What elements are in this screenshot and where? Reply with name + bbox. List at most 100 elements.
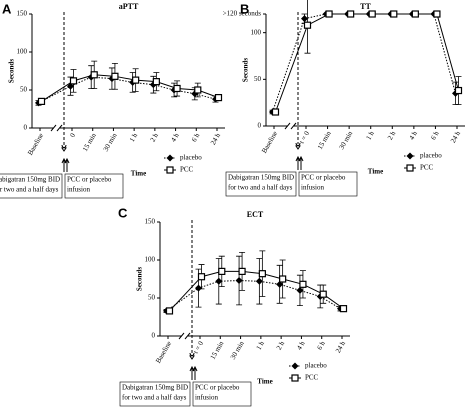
x-tick-label: 2 h bbox=[275, 339, 287, 351]
x-tick-label: 15 min bbox=[81, 131, 98, 152]
annotation: Dabigatran 150mg BID bbox=[0, 176, 60, 184]
marker bbox=[166, 154, 174, 162]
x-tick-label: 30 min bbox=[229, 339, 246, 360]
marker bbox=[406, 152, 414, 160]
x-tick-label: Baseline bbox=[154, 340, 173, 365]
arrow bbox=[189, 365, 195, 380]
y-tick-label: >120 seconds bbox=[223, 10, 262, 18]
marker bbox=[214, 93, 223, 102]
marker bbox=[258, 270, 266, 278]
legend-label: PCC bbox=[180, 166, 194, 174]
arrow bbox=[298, 155, 304, 170]
marker bbox=[194, 86, 202, 94]
annotation: infusion bbox=[67, 186, 90, 194]
axis-break bbox=[178, 332, 191, 340]
marker bbox=[339, 305, 348, 313]
annotation-box bbox=[119, 381, 191, 407]
marker bbox=[299, 280, 307, 288]
marker bbox=[69, 77, 78, 85]
marker bbox=[173, 84, 181, 93]
panel-label: B bbox=[240, 1, 249, 16]
marker bbox=[411, 10, 419, 18]
brace bbox=[295, 142, 301, 150]
y-tick-label: 0 bbox=[258, 122, 262, 130]
legend-label: placebo bbox=[420, 152, 442, 160]
legend-label: placebo bbox=[180, 154, 202, 162]
x-tick-label: 15 min bbox=[316, 129, 333, 150]
marker bbox=[255, 277, 263, 285]
marker bbox=[347, 10, 355, 18]
x-tick-label: t = 0 bbox=[298, 129, 312, 145]
annotation: PCC or placebo bbox=[301, 174, 346, 182]
series-line bbox=[38, 76, 216, 104]
annotation: for two and a half days bbox=[228, 184, 293, 192]
marker bbox=[235, 277, 243, 285]
y-tick-label: 150 bbox=[145, 218, 156, 226]
x-tick-label: 4 h bbox=[295, 339, 307, 351]
chart-title: TT bbox=[360, 2, 371, 11]
brace bbox=[189, 352, 195, 360]
marker bbox=[433, 10, 441, 18]
y-tick-label: 0 bbox=[24, 124, 28, 132]
annotation: for two and a half days bbox=[0, 186, 59, 194]
legend-label: PCC bbox=[420, 164, 434, 172]
annotation-box bbox=[192, 381, 252, 407]
marker bbox=[271, 108, 280, 116]
chart-title: aPTT bbox=[119, 2, 139, 11]
arrow bbox=[64, 157, 70, 172]
panel-label: C bbox=[118, 205, 128, 220]
x-tick-label: 6 h bbox=[190, 131, 202, 143]
arrow bbox=[192, 365, 198, 380]
annotation: PCC or placebo bbox=[67, 176, 112, 184]
marker bbox=[37, 97, 46, 106]
x-tick-label: 6 h bbox=[316, 339, 328, 351]
annotation-box bbox=[298, 171, 358, 197]
x-tick-label: 30 min bbox=[338, 129, 355, 150]
x-tick-label: 30 min bbox=[102, 131, 119, 152]
x-tick-label: 2 h bbox=[149, 131, 161, 143]
annotation-box bbox=[0, 173, 63, 199]
x-tick-label: 15 min bbox=[209, 339, 226, 360]
marker bbox=[111, 72, 119, 80]
marker bbox=[197, 273, 206, 281]
x-tick-label: 6 h bbox=[429, 129, 441, 141]
series-line bbox=[169, 270, 344, 312]
x-tick-label: 0 bbox=[68, 131, 77, 138]
annotation: infusion bbox=[301, 184, 324, 192]
annotation: infusion bbox=[195, 394, 218, 402]
marker bbox=[238, 267, 246, 275]
x-axis-label: Time bbox=[368, 168, 383, 176]
axis-break bbox=[284, 122, 297, 130]
marker bbox=[406, 164, 414, 172]
marker bbox=[368, 10, 376, 18]
x-tick-label: 2 h bbox=[386, 129, 398, 141]
x-tick-label: t = 0 bbox=[192, 339, 206, 355]
y-tick-label: 50 bbox=[20, 86, 28, 94]
x-tick-label: 24 h bbox=[209, 131, 222, 146]
x-tick-label: Baseline bbox=[260, 130, 279, 155]
annotation: Dabigatran 150mg BID bbox=[122, 384, 188, 392]
axis-break bbox=[50, 124, 63, 132]
arrow bbox=[61, 157, 67, 172]
x-tick-label: 1 h bbox=[128, 131, 140, 143]
marker bbox=[279, 275, 287, 283]
marker bbox=[390, 10, 398, 18]
panel-label: A bbox=[2, 1, 12, 16]
y-tick-label: 150 bbox=[17, 10, 28, 18]
chart-title: ECT bbox=[247, 210, 264, 219]
marker bbox=[325, 10, 333, 18]
x-tick-label: 4 h bbox=[169, 131, 181, 143]
marker bbox=[218, 267, 226, 275]
annotation: Dabigatran 150mg BID bbox=[228, 174, 294, 182]
x-tick-label: Baseline bbox=[26, 132, 45, 157]
marker bbox=[166, 166, 174, 174]
marker bbox=[454, 86, 463, 95]
marker bbox=[165, 307, 174, 315]
series-line bbox=[272, 13, 456, 113]
marker bbox=[291, 374, 299, 382]
y-axis-label: Seconds bbox=[8, 59, 16, 83]
marker bbox=[152, 78, 160, 86]
y-tick-label: 100 bbox=[145, 256, 156, 264]
marker bbox=[215, 277, 223, 285]
